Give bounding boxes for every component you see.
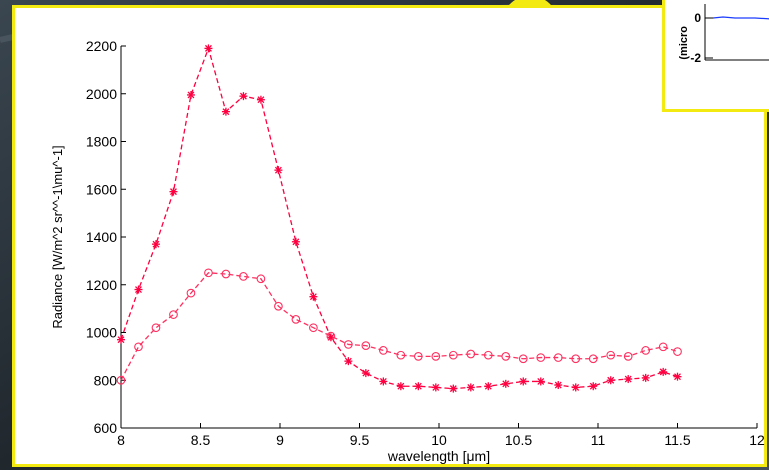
data-point: [379, 346, 388, 355]
x-tick-label: 12: [749, 432, 765, 448]
data-point: [309, 292, 318, 301]
inset-tick-label-0: 0: [694, 11, 701, 25]
data-point: [274, 301, 283, 311]
data-point: [326, 331, 336, 341]
data-point: [484, 382, 493, 391]
data-point: [344, 357, 353, 366]
x-tick-label: 9: [276, 432, 284, 448]
data-point: [117, 335, 125, 344]
data-point: [448, 350, 458, 360]
data-point: [256, 274, 266, 284]
data-point: [396, 382, 405, 391]
data-point: [536, 353, 546, 362]
data-point: [291, 237, 300, 246]
data-point: [151, 240, 160, 249]
data-point: [501, 352, 511, 361]
data-point: [239, 92, 248, 101]
data-point: [344, 340, 353, 349]
data-point: [501, 379, 510, 388]
data-point: [256, 95, 265, 104]
series-circle: [116, 268, 682, 385]
x-axis-label: wavelength [μm]: [387, 448, 490, 464]
data-point: [221, 107, 230, 116]
data-point: [606, 376, 615, 385]
data-point: [414, 382, 423, 391]
data-point: [658, 342, 668, 352]
data-point: [431, 383, 440, 392]
data-point: [641, 346, 651, 355]
series: [116, 44, 682, 393]
data-point: [624, 375, 633, 384]
x-tick-label: 11: [591, 432, 606, 448]
data-point: [673, 347, 682, 356]
data-point: [466, 383, 475, 392]
y-tick-label: 2000: [86, 86, 117, 102]
inset-tick-label-1: -2: [690, 51, 701, 65]
data-point: [361, 341, 371, 350]
data-point: [379, 377, 388, 386]
data-point: [204, 268, 213, 278]
data-point: [413, 352, 423, 361]
data-point: [116, 375, 126, 385]
y-tick-label: 800: [94, 372, 118, 388]
y-tick-label: 1400: [86, 229, 117, 245]
x-tick-label: 8: [117, 432, 125, 448]
data-point: [204, 44, 213, 53]
data-point: [186, 288, 196, 298]
inset-plot: (micro 0 -2: [678, 4, 769, 65]
data-point: [623, 352, 633, 361]
plot-panel: [12, 5, 767, 467]
x-tick-label: 9.5: [350, 432, 370, 448]
x-tick-label: 10.5: [505, 432, 532, 448]
data-point: [449, 384, 458, 393]
data-point: [571, 383, 580, 392]
data-point: [588, 354, 598, 364]
data-point: [169, 187, 178, 196]
data-point: [291, 315, 301, 324]
data-point: [536, 377, 545, 386]
data-point: [519, 377, 528, 386]
y-tick-label: 2200: [86, 38, 117, 54]
data-point: [396, 350, 406, 360]
y-tick-label: 600: [94, 420, 118, 436]
y-tick-label: 1800: [86, 134, 117, 150]
data-point: [659, 367, 668, 376]
data-point: [169, 310, 178, 319]
data-point: [673, 372, 682, 381]
data-point: [309, 323, 318, 333]
data-point: [589, 382, 598, 391]
inset-series-line: [712, 16, 769, 20]
data-point: [518, 354, 528, 364]
inset-plot-panel: (micro 0 -2: [662, 0, 769, 112]
y-tick-label: 1000: [86, 325, 117, 341]
data-point: [186, 90, 195, 99]
data-point: [554, 381, 563, 390]
data-point: [134, 342, 143, 352]
data-point: [431, 352, 441, 361]
data-point: [151, 323, 161, 333]
data-point: [466, 349, 476, 359]
series-line: [120, 46, 678, 390]
series-line: [120, 272, 678, 381]
inset-ylabel: (micro: [678, 26, 690, 60]
data-point: [239, 272, 248, 281]
y-tick-label: 1200: [86, 277, 117, 293]
data-point: [361, 369, 370, 378]
x-tick-label: 11.5: [664, 432, 690, 448]
data-point: [571, 354, 581, 364]
data-point: [641, 373, 650, 382]
data-point: [553, 353, 563, 362]
x-tick-label: 8.5: [191, 432, 211, 448]
data-point: [606, 350, 616, 360]
ticks: 8 8.5 9 9.5 10 10.5 11 11.5 12 600 800 1000 1200 1400…: [86, 38, 765, 448]
x-tick-label: 10: [431, 432, 447, 448]
data-point: [483, 350, 493, 360]
y-axis-label: Radiance [W/m^2 sr^^-1\mu^-1]: [50, 145, 65, 328]
data-point: [274, 166, 283, 175]
data-point: [221, 269, 231, 279]
series-star: [117, 44, 682, 393]
data-point: [134, 285, 143, 294]
y-tick-label: 1600: [86, 181, 117, 197]
